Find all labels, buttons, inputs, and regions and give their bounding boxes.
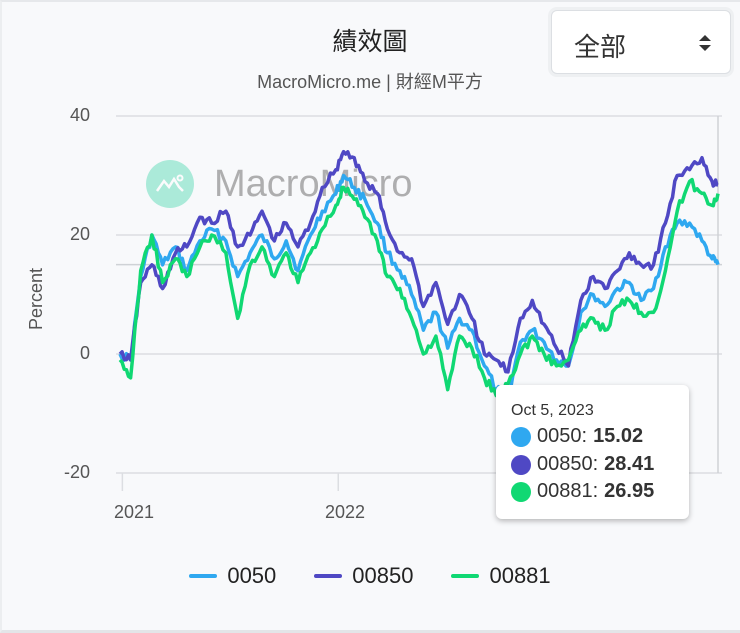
tooltip-row-00881: 00881: 26.95 bbox=[511, 480, 654, 503]
legend: 0050 00850 00881 bbox=[0, 563, 740, 589]
range-select[interactable]: 全部 bbox=[551, 10, 731, 74]
range-select-value: 全部 bbox=[574, 32, 627, 62]
sort-updown-icon bbox=[699, 35, 711, 51]
y-tick-40: 40 bbox=[69, 105, 90, 125]
legend-line-icon bbox=[314, 574, 343, 578]
series-line-00881 bbox=[118, 177, 720, 398]
series-dot-icon bbox=[511, 454, 531, 475]
legend-item-0050[interactable]: 0050 bbox=[189, 563, 276, 589]
tooltip-row-0050: 0050: 15.02 bbox=[511, 425, 643, 448]
x-tick-2022: 2022 bbox=[324, 502, 366, 522]
y-axis-label: Percent bbox=[26, 267, 46, 330]
series-line-0050 bbox=[118, 173, 720, 398]
tooltip-date: Oct 5, 2023 bbox=[511, 402, 594, 419]
y-tick-0: 0 bbox=[79, 343, 90, 363]
legend-line-icon bbox=[451, 574, 480, 578]
tooltip-row-00850: 00850: 28.41 bbox=[511, 453, 654, 476]
macromicro-logo-icon bbox=[146, 160, 194, 208]
chart-subtitle: MacroMicro.me | 財經M平方 bbox=[257, 72, 483, 92]
legend-item-00850[interactable]: 00850 bbox=[314, 563, 413, 589]
x-tick-2021: 2021 bbox=[113, 502, 155, 522]
series-lines bbox=[118, 149, 720, 398]
series-dot-icon bbox=[511, 426, 531, 447]
series-dot-icon bbox=[511, 481, 531, 502]
legend-item-00881[interactable]: 00881 bbox=[451, 563, 551, 589]
y-tick-neg20: -20 bbox=[63, 462, 90, 482]
y-tick-20: 20 bbox=[69, 224, 90, 244]
tooltip: Oct 5, 2023 0050: 15.02 00850: 28.41 00881… bbox=[496, 385, 689, 519]
series-line-00850 bbox=[118, 149, 719, 374]
legend-line-icon bbox=[189, 574, 218, 578]
chart-title: 績效圖 bbox=[332, 28, 408, 56]
